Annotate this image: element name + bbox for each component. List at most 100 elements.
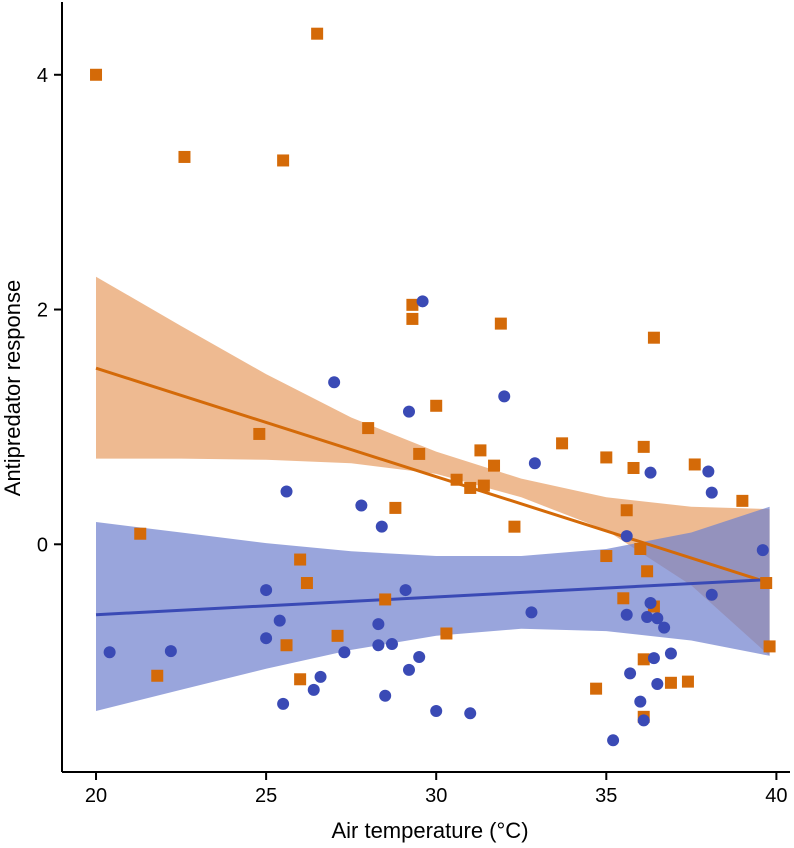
orange-point [253,427,266,440]
orange-point [641,565,654,578]
orange-confidence-band [96,276,770,656]
x-tick-label: 35 [595,785,617,807]
orange-point [474,444,487,457]
axes [61,2,790,773]
blue-point [375,520,388,533]
y-tick-label: 0 [37,534,48,556]
blue-point [647,652,660,665]
blue-point [525,606,538,619]
x-tick-label: 20 [85,785,107,807]
orange-fit-line [95,366,771,585]
orange-point [488,459,501,472]
blue-point [372,618,385,631]
orange-point [300,577,313,590]
blue-point [664,647,677,660]
blue-point [372,639,385,652]
blue-point [464,707,477,720]
data-points [90,27,776,747]
orange-point [294,673,307,686]
y-axis-ticks: 0 2 4 [37,65,62,556]
orange-point [477,479,490,492]
orange-point [736,494,749,507]
orange-point [362,422,375,435]
blue-point [338,646,351,659]
blue-point [413,650,426,663]
blue-point [273,614,286,627]
orange-point [294,553,307,566]
blue-point [644,466,657,479]
blue-point [607,734,620,747]
blue-point [651,612,664,625]
orange-point [151,669,164,682]
orange-point [379,593,392,606]
orange-point [637,440,650,453]
orange-point [763,640,776,653]
y-axis-title: Antipredator response [0,280,25,496]
blue-point [498,390,511,403]
blue-point [379,689,392,702]
orange-point [331,629,344,642]
fit-lines [95,366,771,617]
orange-point [647,331,660,344]
blue-point [355,499,368,512]
x-axis-ticks: 20 25 30 35 40 [85,772,788,807]
y-tick-label: 2 [37,300,48,322]
blue-point [624,667,637,680]
orange-point [637,653,650,666]
blue-point [644,596,657,609]
orange-point [634,542,647,555]
orange-point [178,150,191,163]
blue-point [164,645,177,658]
blue-point [705,588,718,601]
blue-point [402,405,415,418]
blue-fit-line [95,578,770,617]
orange-point [664,676,677,689]
blue-point [634,695,647,708]
orange-point [494,317,507,330]
orange-point [280,639,293,652]
orange-point [406,298,419,311]
orange-point [617,592,630,605]
orange-point [600,550,613,563]
blue-point [277,697,290,710]
blue-point [399,584,412,597]
orange-point [277,154,290,167]
orange-point [681,675,694,688]
orange-point [508,520,521,533]
orange-point [556,437,569,450]
orange-point [134,527,147,540]
blue-point [328,376,341,389]
orange-point [688,458,701,471]
blue-point [705,486,718,499]
orange-point [440,627,453,640]
x-axis-title: Air temperature (°C) [331,818,528,843]
blue-point [528,457,541,470]
blue-point [103,646,116,659]
blue-point [658,621,671,634]
x-tick-label: 30 [425,785,447,807]
blue-point [260,632,273,645]
blue-point [641,611,654,624]
blue-point [651,677,664,690]
x-tick-label: 40 [765,785,787,807]
orange-point [389,501,402,514]
blue-point [702,465,715,478]
orange-point [627,461,640,474]
blue-point [637,714,650,727]
orange-point [450,473,463,486]
blue-point [756,544,769,557]
orange-point [464,481,477,494]
orange-point [406,312,419,325]
blue-point [314,670,327,683]
blue-point [307,683,320,696]
orange-point [590,682,603,695]
orange-point [760,577,773,590]
blue-point [385,638,398,651]
blue-point [416,295,429,308]
blue-point [620,608,633,621]
blue-point [260,584,273,597]
blue-point [620,530,633,543]
blue-point [430,704,443,717]
orange-point [413,447,426,460]
orange-point [90,68,103,81]
